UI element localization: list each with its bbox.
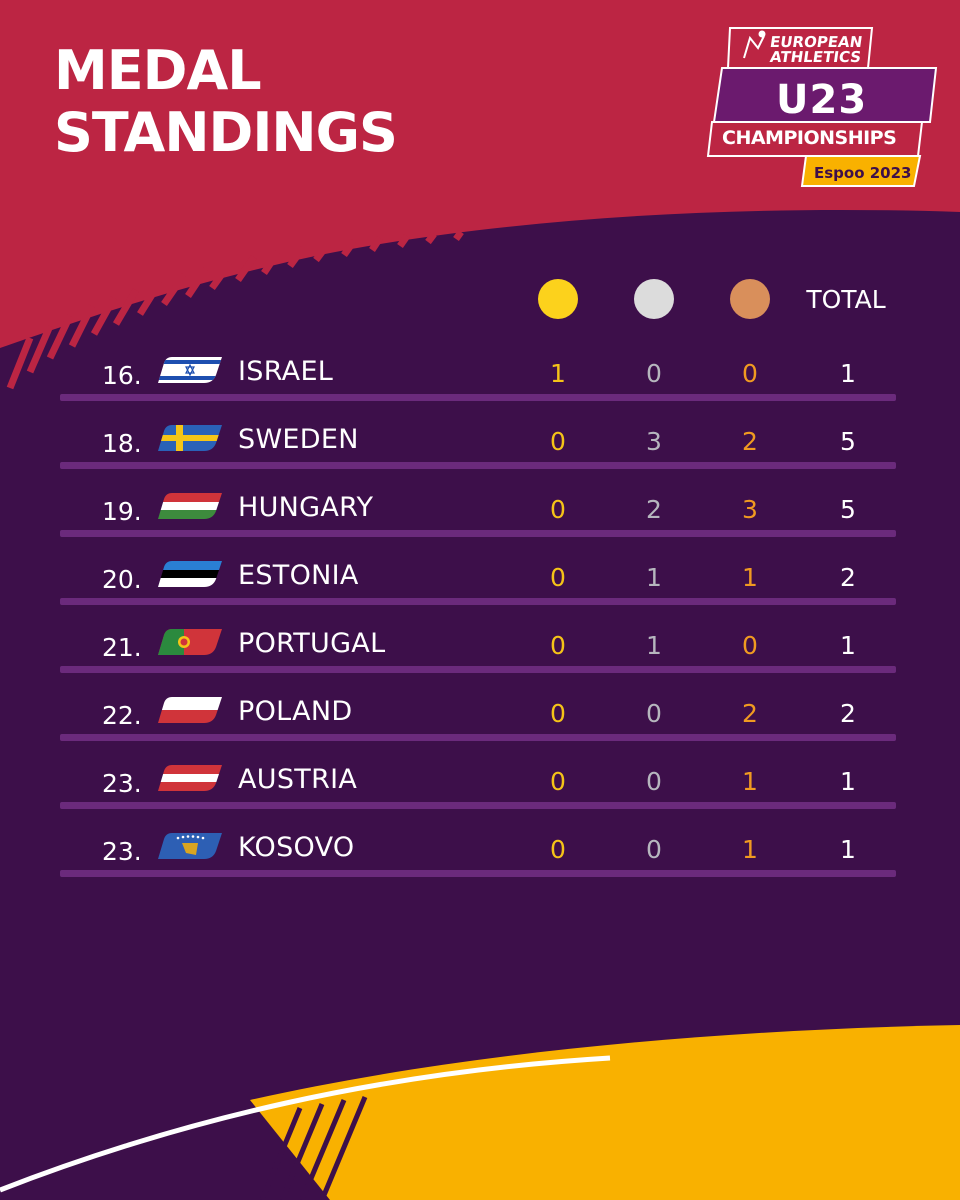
sweden-flag-icon — [158, 425, 222, 451]
gold-count: 0 — [550, 767, 566, 796]
championship-logo: EUROPEAN ATHLETICS U23 CHAMPIONSHIPS Esp… — [700, 24, 940, 194]
poland-flag-icon — [158, 697, 222, 723]
bronze-count: 2 — [742, 427, 758, 456]
country-name: HUNGARY — [238, 492, 374, 523]
rank: 16. — [102, 361, 142, 390]
logo-subtitle: CHAMPIONSHIPS — [722, 127, 897, 149]
silver-count: 3 — [646, 427, 662, 456]
country-name: ESTONIA — [238, 560, 359, 591]
gold-count: 1 — [550, 359, 566, 388]
bronze-count: 0 — [742, 631, 758, 660]
israel-flag-icon — [158, 357, 222, 383]
bronze-count: 3 — [742, 495, 758, 524]
gold-count: 0 — [550, 631, 566, 660]
country-name: AUSTRIA — [238, 764, 358, 795]
rank: 20. — [102, 565, 142, 594]
total-count: 1 — [840, 835, 856, 864]
bronze-count: 1 — [742, 563, 758, 592]
row-divider — [60, 666, 896, 673]
row-divider — [60, 802, 896, 809]
silver-count: 1 — [646, 563, 662, 592]
bronze-medal-icon — [730, 279, 770, 319]
table-row: 21. PORTUGAL 0 1 0 1 — [60, 617, 896, 685]
silver-count: 1 — [646, 631, 662, 660]
gold-count: 0 — [550, 563, 566, 592]
total-count: 1 — [840, 631, 856, 660]
rank: 23. — [102, 769, 142, 798]
row-divider — [60, 734, 896, 741]
gold-count: 0 — [550, 835, 566, 864]
row-divider — [60, 462, 896, 469]
total-count: 2 — [840, 699, 856, 728]
silver-count: 0 — [646, 767, 662, 796]
portugal-flag-icon — [158, 629, 222, 655]
table-row: 23. AUSTRIA 0 0 1 1 — [60, 753, 896, 821]
rank: 18. — [102, 429, 142, 458]
rank: 21. — [102, 633, 142, 662]
rank: 23. — [102, 837, 142, 866]
kosovo-flag-icon — [158, 833, 222, 859]
table-row: 16. ISRAEL 1 0 0 1 — [60, 345, 896, 413]
logo-line-2: ATHLETICS — [768, 48, 863, 66]
silver-count: 0 — [646, 359, 662, 388]
logo-event: U23 — [776, 77, 868, 123]
total-count: 5 — [840, 427, 856, 456]
country-name: KOSOVO — [238, 832, 355, 863]
rank: 22. — [102, 701, 142, 730]
silver-count: 0 — [646, 699, 662, 728]
gold-medal-icon — [538, 279, 578, 319]
hungary-flag-icon — [158, 493, 222, 519]
runner-icon — [743, 30, 766, 59]
row-divider — [60, 530, 896, 537]
row-divider — [60, 598, 896, 605]
table-row: 18. SWEDEN 0 3 2 5 — [60, 413, 896, 481]
total-count: 5 — [840, 495, 856, 524]
silver-count: 2 — [646, 495, 662, 524]
gold-count: 0 — [550, 495, 566, 524]
row-divider — [60, 870, 896, 877]
silver-medal-icon — [634, 279, 674, 319]
gold-count: 0 — [550, 699, 566, 728]
country-name: PORTUGAL — [238, 628, 386, 659]
gold-count: 0 — [550, 427, 566, 456]
table-row: 22. POLAND 0 0 2 2 — [60, 685, 896, 753]
bronze-count: 2 — [742, 699, 758, 728]
table-row: 19. HUNGARY 0 2 3 5 — [60, 481, 896, 549]
total-count: 1 — [840, 359, 856, 388]
page-title: MEDAL STANDINGS — [54, 39, 398, 164]
total-count: 2 — [840, 563, 856, 592]
logo-shapes — [706, 27, 938, 187]
total-count: 1 — [840, 767, 856, 796]
country-name: SWEDEN — [238, 424, 359, 455]
title-line-2: STANDINGS — [54, 101, 398, 164]
bronze-count: 0 — [742, 359, 758, 388]
austria-flag-icon — [158, 765, 222, 791]
table-row: 23. KOSOVO 0 0 1 1 — [60, 821, 896, 889]
silver-count: 0 — [646, 835, 662, 864]
bronze-count: 1 — [742, 767, 758, 796]
title-line-1: MEDAL — [54, 39, 262, 102]
total-column-header: TOTAL — [806, 285, 886, 314]
logo-edition: Espoo 2023 — [814, 164, 912, 182]
rank: 19. — [102, 497, 142, 526]
country-name: POLAND — [238, 696, 353, 727]
estonia-flag-icon — [158, 561, 222, 587]
row-divider — [60, 394, 896, 401]
country-name: ISRAEL — [238, 356, 334, 387]
table-row: 20. ESTONIA 0 1 1 2 — [60, 549, 896, 617]
bronze-count: 1 — [742, 835, 758, 864]
